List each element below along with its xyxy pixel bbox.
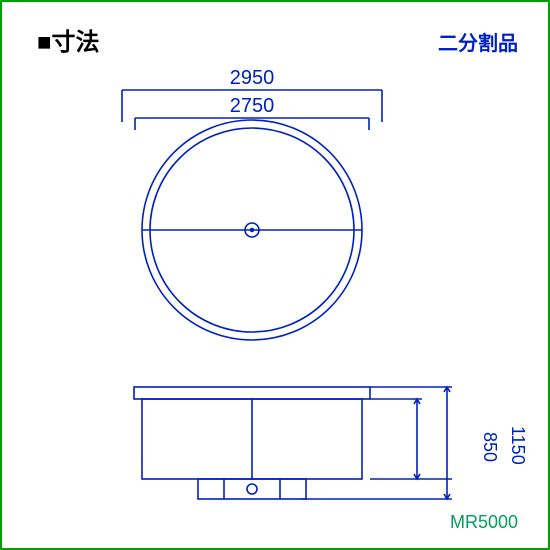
diagram-svg: [2, 2, 548, 548]
